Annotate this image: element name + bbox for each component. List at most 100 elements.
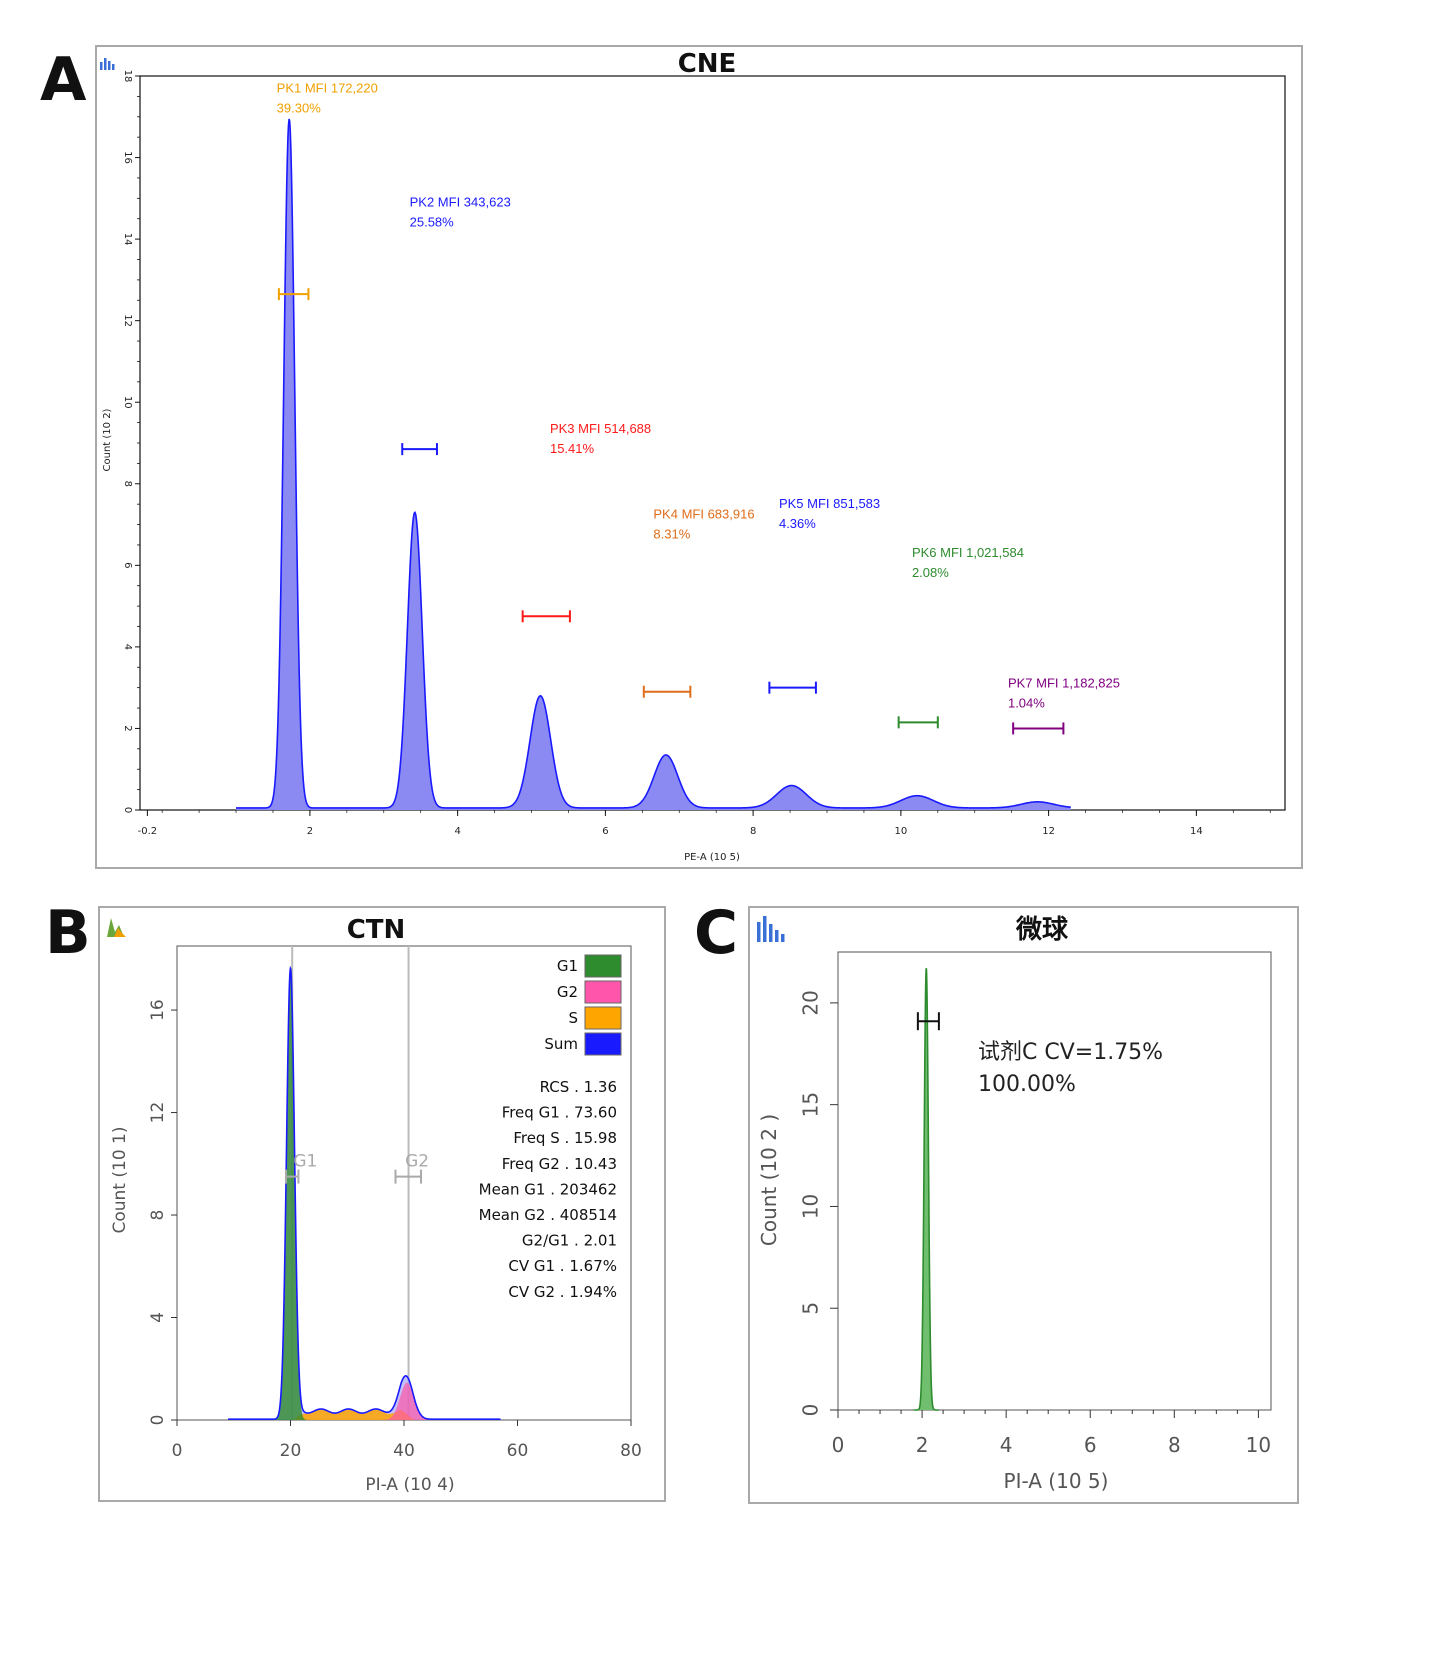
x-tick-label-c: 10 [1246,1433,1271,1457]
pk6-percent-label: 2.08% [912,565,949,580]
x-tick-label-a: 2 [307,826,313,837]
stat-line-b: RCS . 1.36 [540,1078,617,1096]
y-tick-label-b: 0 [148,1415,168,1426]
legend-label-g1: G1 [557,957,578,975]
x-tick-label-a: 10 [895,826,908,837]
pk7-mfi-label: PK7 MFI 1,182,825 [1008,676,1120,691]
x-tick-label-b: 80 [620,1441,642,1461]
pk7-percent-label: 1.04% [1008,696,1045,711]
x-tick-label-a: 14 [1190,826,1203,837]
histogram-icon-c-bar-1 [763,916,767,942]
pk1-mfi-label: PK1 MFI 172,220 [277,80,378,95]
pk1-percent-label: 39.30% [277,100,322,115]
histogram-icon-c-bar-2 [769,924,773,942]
pk5-percent-label: 4.36% [779,516,816,531]
y-tick-label-b: 16 [148,999,168,1021]
panel-letter-a: A [40,45,87,115]
y-tick-label-c: 10 [799,1194,823,1219]
histogram-icon-a-bar-3 [112,64,115,70]
y-tick-label-b: 4 [148,1312,168,1323]
panel-b-frame [98,906,666,1502]
stat-line-b: Freq S . 15.98 [513,1129,617,1147]
pk6-mfi-label: PK6 MFI 1,021,584 [912,545,1024,560]
legend-swatch-g1 [584,954,622,978]
y-tick-label-a: 12 [122,314,133,327]
gate-label-b-1: G1 [293,1151,317,1171]
chart-b-title: CTN [347,915,406,945]
x-tick-label-b: 0 [172,1441,183,1461]
y-tick-label-a: 14 [122,233,133,246]
pk2-percent-label: 25.58% [410,214,455,229]
y-axis-label-a: Count (10 2) [102,408,113,471]
x-axis-label-b: PI-A (10 4) [365,1475,454,1495]
legend-label-s: S [568,1009,578,1027]
stat-line-b: Freq G1 . 73.60 [502,1104,617,1122]
area-chart-icon-b-inner [114,928,126,937]
legend-label-sum: Sum [544,1035,578,1053]
pk2-mfi-label: PK2 MFI 343,623 [410,194,511,209]
x-tick-label-a: 12 [1042,826,1055,837]
g2-area-b [381,1382,433,1420]
pk3-percent-label: 15.41% [550,441,595,456]
chart-c-title: 微球 [1015,914,1069,945]
histogram-icon-c-bar-0 [757,922,761,942]
x-axis-label-c: PI-A (10 5) [1004,1469,1109,1493]
legend-swatch-sum [584,1032,622,1056]
y-axis-label-b: Count (10 1) [110,1126,130,1233]
y-axis-label-c: Count (10 2 ) [757,1114,781,1246]
x-tick-label-c: 6 [1084,1433,1097,1457]
y-tick-label-c: 0 [799,1404,823,1417]
annotation-percent-c: 100.00% [978,1072,1076,1097]
y-tick-label-a: 6 [122,562,133,568]
pk4-percent-label: 8.31% [653,526,690,541]
histogram-icon-c-bar-4 [781,934,785,942]
chart-a-title: CNE [678,49,737,79]
y-tick-label-c: 5 [799,1302,823,1315]
legend-swatch-g2 [584,980,622,1004]
annotation-cv-c: 试剂C CV=1.75% [978,1040,1163,1065]
x-tick-label-b: 40 [393,1441,415,1461]
histogram-icon-c-bar-3 [775,930,779,942]
y-tick-label-a: 0 [122,807,133,813]
y-tick-label-a: 18 [122,70,133,83]
y-tick-label-a: 16 [122,151,133,164]
g1-area-b [267,969,314,1420]
x-tick-label-c: 4 [1000,1433,1013,1457]
chart-a: CNE 0 2 4 6 8 10 12 14 16 18 -0.2 2 4 6 8 10 12 14 PE-A (10… [100,49,1286,863]
stat-line-b: Mean G1 . 203462 [479,1180,617,1198]
plot-area-c [837,951,1272,1411]
stat-line-b: Mean G2 . 408514 [479,1206,617,1224]
histogram-icon-a-bar-1 [104,58,107,70]
s-phase-area-b [290,1409,422,1420]
legend-swatch-s [584,1006,622,1030]
x-tick-label-c: 2 [916,1433,929,1457]
x-tick-label-a: 8 [750,826,756,837]
gate-label-b-2: G2 [405,1151,429,1171]
pk3-mfi-label: PK3 MFI 514,688 [550,421,651,436]
x-axis-label-a: PE-A (10 5) [684,852,740,863]
stat-line-b: Freq G2 . 10.43 [502,1155,617,1173]
histogram-area-c [913,968,939,1410]
histogram-icon-a-bar-0 [100,62,103,70]
histogram-line-a [236,118,1071,809]
y-tick-label-a: 10 [122,396,133,409]
histogram-icon-a-bar-2 [108,61,111,70]
panel-c-frame [748,906,1299,1504]
stat-line-b: CV G1 . 1.67% [508,1257,617,1275]
y-tick-label-a: 8 [122,481,133,487]
y-tick-label-c: 20 [799,990,823,1015]
x-tick-label-c: 8 [1168,1433,1181,1457]
pk5-mfi-label: PK5 MFI 851,583 [779,496,880,511]
stat-line-b: G2/G1 . 2.01 [522,1232,617,1250]
y-tick-label-b: 12 [148,1102,168,1124]
pk4-mfi-label: PK4 MFI 683,916 [653,506,754,521]
panel-letter-b: B [45,898,91,968]
stat-line-b: CV G2 . 1.94% [508,1283,617,1301]
y-tick-label-c: 15 [799,1092,823,1117]
panel-letter-c: C [694,898,739,968]
y-tick-label-a: 2 [122,725,133,731]
sum-line-b [228,965,501,1421]
x-tick-label-b: 60 [507,1441,529,1461]
